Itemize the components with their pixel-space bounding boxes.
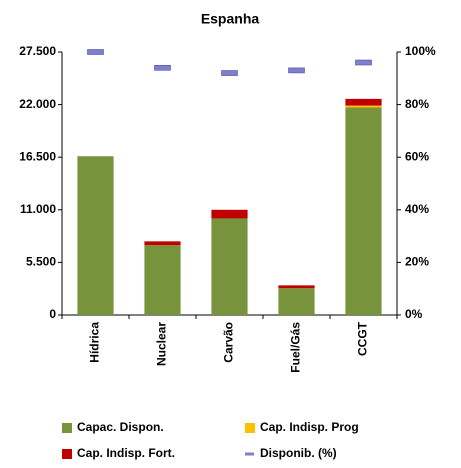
legend-label: Disponib. (%) [260,446,337,460]
bar [345,107,382,316]
bar [211,209,248,219]
y2-tick-label: 100% [405,44,436,58]
legend-label: Capac. Dispon. [77,420,164,434]
bar [77,156,114,315]
marker [87,49,104,55]
bar [278,288,315,315]
y2-tick-label: 20% [405,255,429,269]
marker [221,70,238,76]
marker [154,64,171,71]
y-tick-label: 11.000 [20,202,56,216]
x-tick-label: CCGT [356,321,370,356]
y2-tick-label: 60% [405,149,429,163]
marker [355,59,372,66]
y-tick-label: 5.500 [26,255,56,269]
bar [211,218,248,315]
bar [278,285,315,289]
y-tick-label: 0 [49,307,56,321]
x-tick-label: Carvão [222,322,236,363]
y-tick-label: 27.500 [19,44,56,58]
legend-label: Cap. Indisp. Fort. [77,446,175,460]
marker [288,67,305,74]
chart-title: Espanha [201,11,260,27]
x-tick-label: Fuel/Gás [289,322,303,373]
bar [144,245,181,315]
bar [345,105,382,108]
bar [144,241,181,246]
legend-swatch [245,423,255,433]
legend-swatch [62,423,72,433]
legend-label: Cap. Indisp. Prog [260,420,359,434]
y-tick-label: 22.000 [19,97,56,111]
y2-tick-label: 40% [405,202,429,216]
y2-tick-label: 0% [405,307,423,321]
bar [345,98,382,106]
x-tick-label: Hídrica [88,322,102,363]
x-tick-label: Nuclear [155,322,169,366]
legend-swatch [62,449,72,459]
y-tick-label: 16.500 [19,149,56,163]
y2-tick-label: 80% [405,97,429,111]
